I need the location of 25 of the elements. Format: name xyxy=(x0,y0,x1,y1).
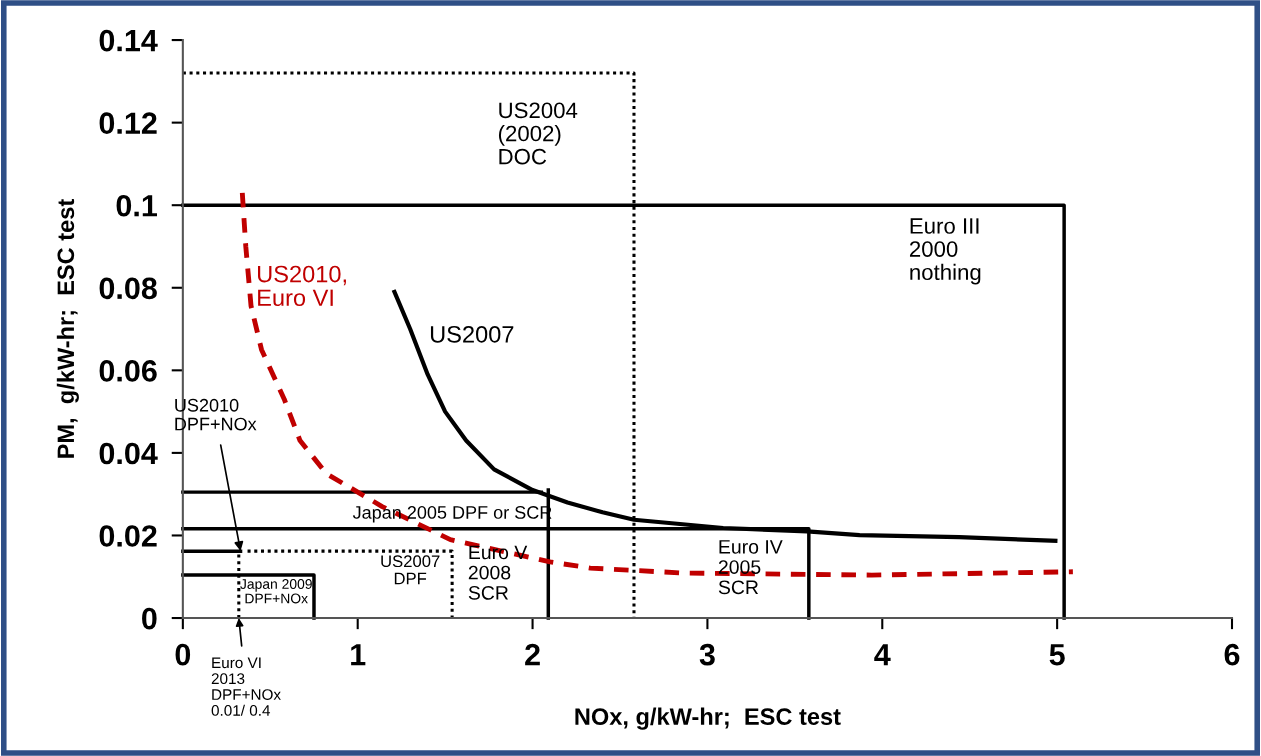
x-tick-label: 5 xyxy=(1049,644,1065,666)
annotation: US2004 (2002) DOC xyxy=(498,102,578,165)
annotation: US2007 DPF xyxy=(381,555,440,585)
y-axis-title: PM, g/kW-hr; ESC test xyxy=(56,199,79,458)
x-tick-label: 0 xyxy=(175,643,191,666)
x-tick-label: 2 xyxy=(525,643,540,666)
y-tick-label: 0.04 xyxy=(99,442,158,465)
x-tick-label: 1 xyxy=(351,644,366,666)
x-axis-title: NOx, g/kW-hr; ESC test xyxy=(575,707,841,730)
annotation: Japan 2009 DPF+NOx xyxy=(240,579,312,604)
annotation: Euro IV 2005 SCR xyxy=(718,540,783,595)
y-tick-label: 0.08 xyxy=(99,277,157,300)
series-label: US2007 xyxy=(430,325,514,343)
annotation: Euro VI 2013 DPF+NOx 0.01/ 0.4 xyxy=(211,657,281,716)
x-tick-label: 6 xyxy=(1224,643,1240,666)
y-tick-label: 0.02 xyxy=(99,525,157,547)
x-tick-label: 3 xyxy=(699,643,715,666)
y-tick-label: 0 xyxy=(142,607,157,630)
y-tick-label: 0.06 xyxy=(99,360,157,382)
y-tick-label: 0.14 xyxy=(99,29,158,52)
series-label: US2010, Euro VI xyxy=(258,265,346,307)
y-tick-label: 0.1 xyxy=(116,194,157,217)
annotation: Euro III 2000 nothing xyxy=(909,218,981,285)
y-tick-label: 0.12 xyxy=(99,112,157,135)
x-tick-label: 4 xyxy=(874,644,891,666)
